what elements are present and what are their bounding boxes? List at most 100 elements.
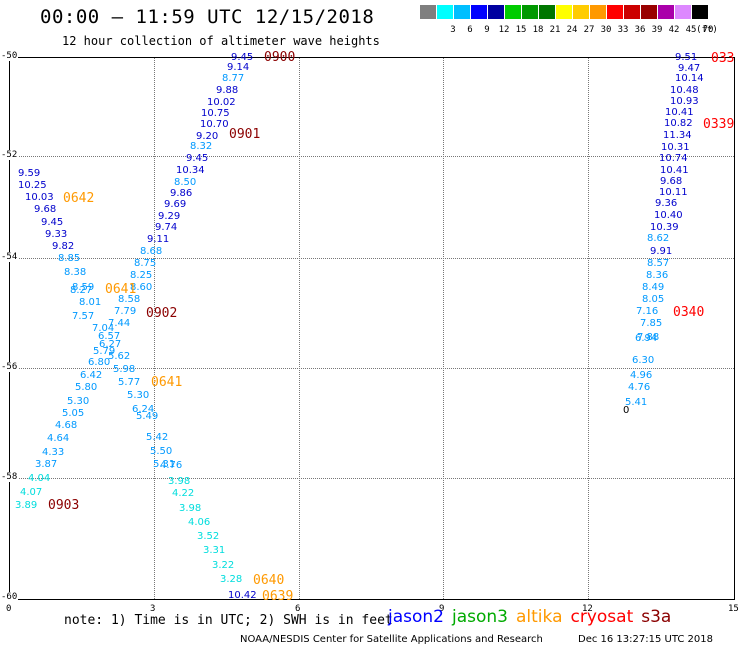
swh-value: 10.40: [654, 210, 683, 221]
scale-label: 30: [600, 25, 612, 35]
scale-label: 45: [685, 25, 697, 35]
legend-cryosat: cryosat: [570, 607, 634, 627]
y-tick-label: -58: [0, 472, 19, 482]
scale-label: 36: [634, 25, 646, 35]
scale-swatch: [556, 5, 572, 19]
swh-value: 10.03: [25, 192, 54, 203]
scale-label: 24: [566, 25, 578, 35]
scale-swatch: [624, 5, 640, 19]
swh-value: 8.75: [134, 258, 157, 269]
swh-value: 8.85: [58, 253, 81, 264]
x-tick-label: 0: [6, 604, 12, 614]
scale-unit: (ft): [696, 25, 718, 35]
swh-value: 4.76: [160, 460, 183, 471]
swh-value: 9.20: [196, 131, 219, 142]
scale-label: 12: [498, 25, 510, 35]
scale-swatch: [573, 5, 589, 19]
swh-value: 5.80: [75, 382, 98, 393]
scale-swatch: [607, 5, 623, 19]
credit-line: NOAA/NESDIS Center for Satellite Applica…: [240, 634, 543, 645]
scale-swatch: [522, 5, 538, 19]
gridline-x-12: [588, 58, 589, 599]
swh-value: 10.75: [201, 108, 230, 119]
gridline-y-54: [10, 258, 734, 259]
gridline-x-9: [443, 58, 444, 599]
scale-label: 6: [467, 25, 473, 35]
scale-label: 21: [549, 25, 561, 35]
swh-value: 11.34: [663, 130, 692, 141]
swh-value: 3.98: [179, 503, 202, 514]
swh-value: 9.45: [186, 153, 209, 164]
swh-value: 8.36: [646, 270, 669, 281]
swh-value: 3.98: [168, 476, 191, 487]
gridline-y-58: [10, 478, 734, 479]
swh-value: 8.60: [130, 282, 153, 293]
swh-value: 6.80: [88, 357, 111, 368]
swh-value: 3.89: [15, 500, 38, 511]
scale-swatch: [658, 5, 674, 19]
swh-value: 9.91: [650, 246, 673, 257]
swh-value: 10.74: [659, 153, 688, 164]
legend-jason3: jason3: [452, 607, 508, 627]
swh-value: 10.42: [228, 590, 257, 601]
swh-value: 9.47: [678, 63, 701, 74]
swh-value: 9.82: [52, 241, 75, 252]
swh-value: 7.16: [636, 306, 659, 317]
pass-time-label: 0640: [253, 573, 285, 588]
legend-s3a: s3a: [641, 607, 672, 627]
swh-value: 3.22: [212, 560, 235, 571]
pass-time-label: 0339: [703, 117, 735, 132]
x-tick-label: 12: [582, 604, 593, 614]
swh-value: 8.50: [174, 177, 197, 188]
swh-value: 10.48: [670, 85, 699, 96]
swh-value: 10.14: [675, 73, 704, 84]
swh-value: 9.68: [660, 176, 683, 187]
scale-swatch: [590, 5, 606, 19]
swh-value: 6.42: [80, 370, 103, 381]
swh-value: 8.27: [70, 285, 93, 296]
swh-value: 8.59: [72, 282, 95, 293]
swh-value: 9.59: [18, 168, 41, 179]
map-subtitle: 12 hour collection of altimeter wave hei…: [62, 34, 380, 48]
y-tick-label: -56: [0, 362, 19, 372]
scale-label: 9: [484, 25, 490, 35]
swh-value: 5.79: [93, 346, 116, 357]
swh-value: 7.44: [108, 318, 131, 329]
swh-value: 6.30: [632, 355, 655, 366]
swh-value: 9.69: [164, 199, 187, 210]
swh-value: 5.41: [625, 397, 648, 408]
scale-swatch: [488, 5, 504, 19]
swh-value: 10.82: [664, 118, 693, 129]
gridline-x-6: [299, 58, 300, 599]
swh-value: 10.93: [670, 96, 699, 107]
scale-swatch: [454, 5, 470, 19]
footnote: note: 1) Time is in UTC; 2) SWH is in fe…: [64, 613, 393, 628]
swh-value: 4.64: [47, 433, 70, 444]
swh-value: 4.68: [55, 420, 78, 431]
y-tick-label: -54: [0, 252, 19, 262]
scale-swatch: [675, 5, 691, 19]
swh-value: 9.33: [45, 229, 68, 240]
scale-label: 3: [450, 25, 456, 35]
swh-value: 9.86: [170, 188, 193, 199]
swh-value: 8.38: [64, 267, 87, 278]
pass-time-label: 0641: [151, 375, 183, 390]
y-tick-label: -50: [0, 51, 19, 61]
swh-value: 9.88: [216, 85, 239, 96]
swh-value: 4.33: [42, 447, 65, 458]
swh-value: 9.29: [158, 211, 181, 222]
scale-label: 70: [702, 25, 714, 35]
swh-value: 10.02: [207, 97, 236, 108]
swh-value: 5.98: [113, 364, 136, 375]
swh-value: 5.30: [127, 390, 150, 401]
swh-value: 5.50: [150, 446, 173, 457]
scale-swatch: [539, 5, 555, 19]
swh-value: 10.70: [200, 119, 229, 130]
swh-value: 8.62: [647, 233, 670, 244]
scale-label: 27: [583, 25, 595, 35]
pass-time-label: 033: [711, 51, 735, 66]
swh-value: 9.68: [34, 204, 57, 215]
swh-value: 8.77: [222, 73, 245, 84]
swh-value: 6.94: [635, 333, 658, 344]
scale-label: 33: [617, 25, 629, 35]
